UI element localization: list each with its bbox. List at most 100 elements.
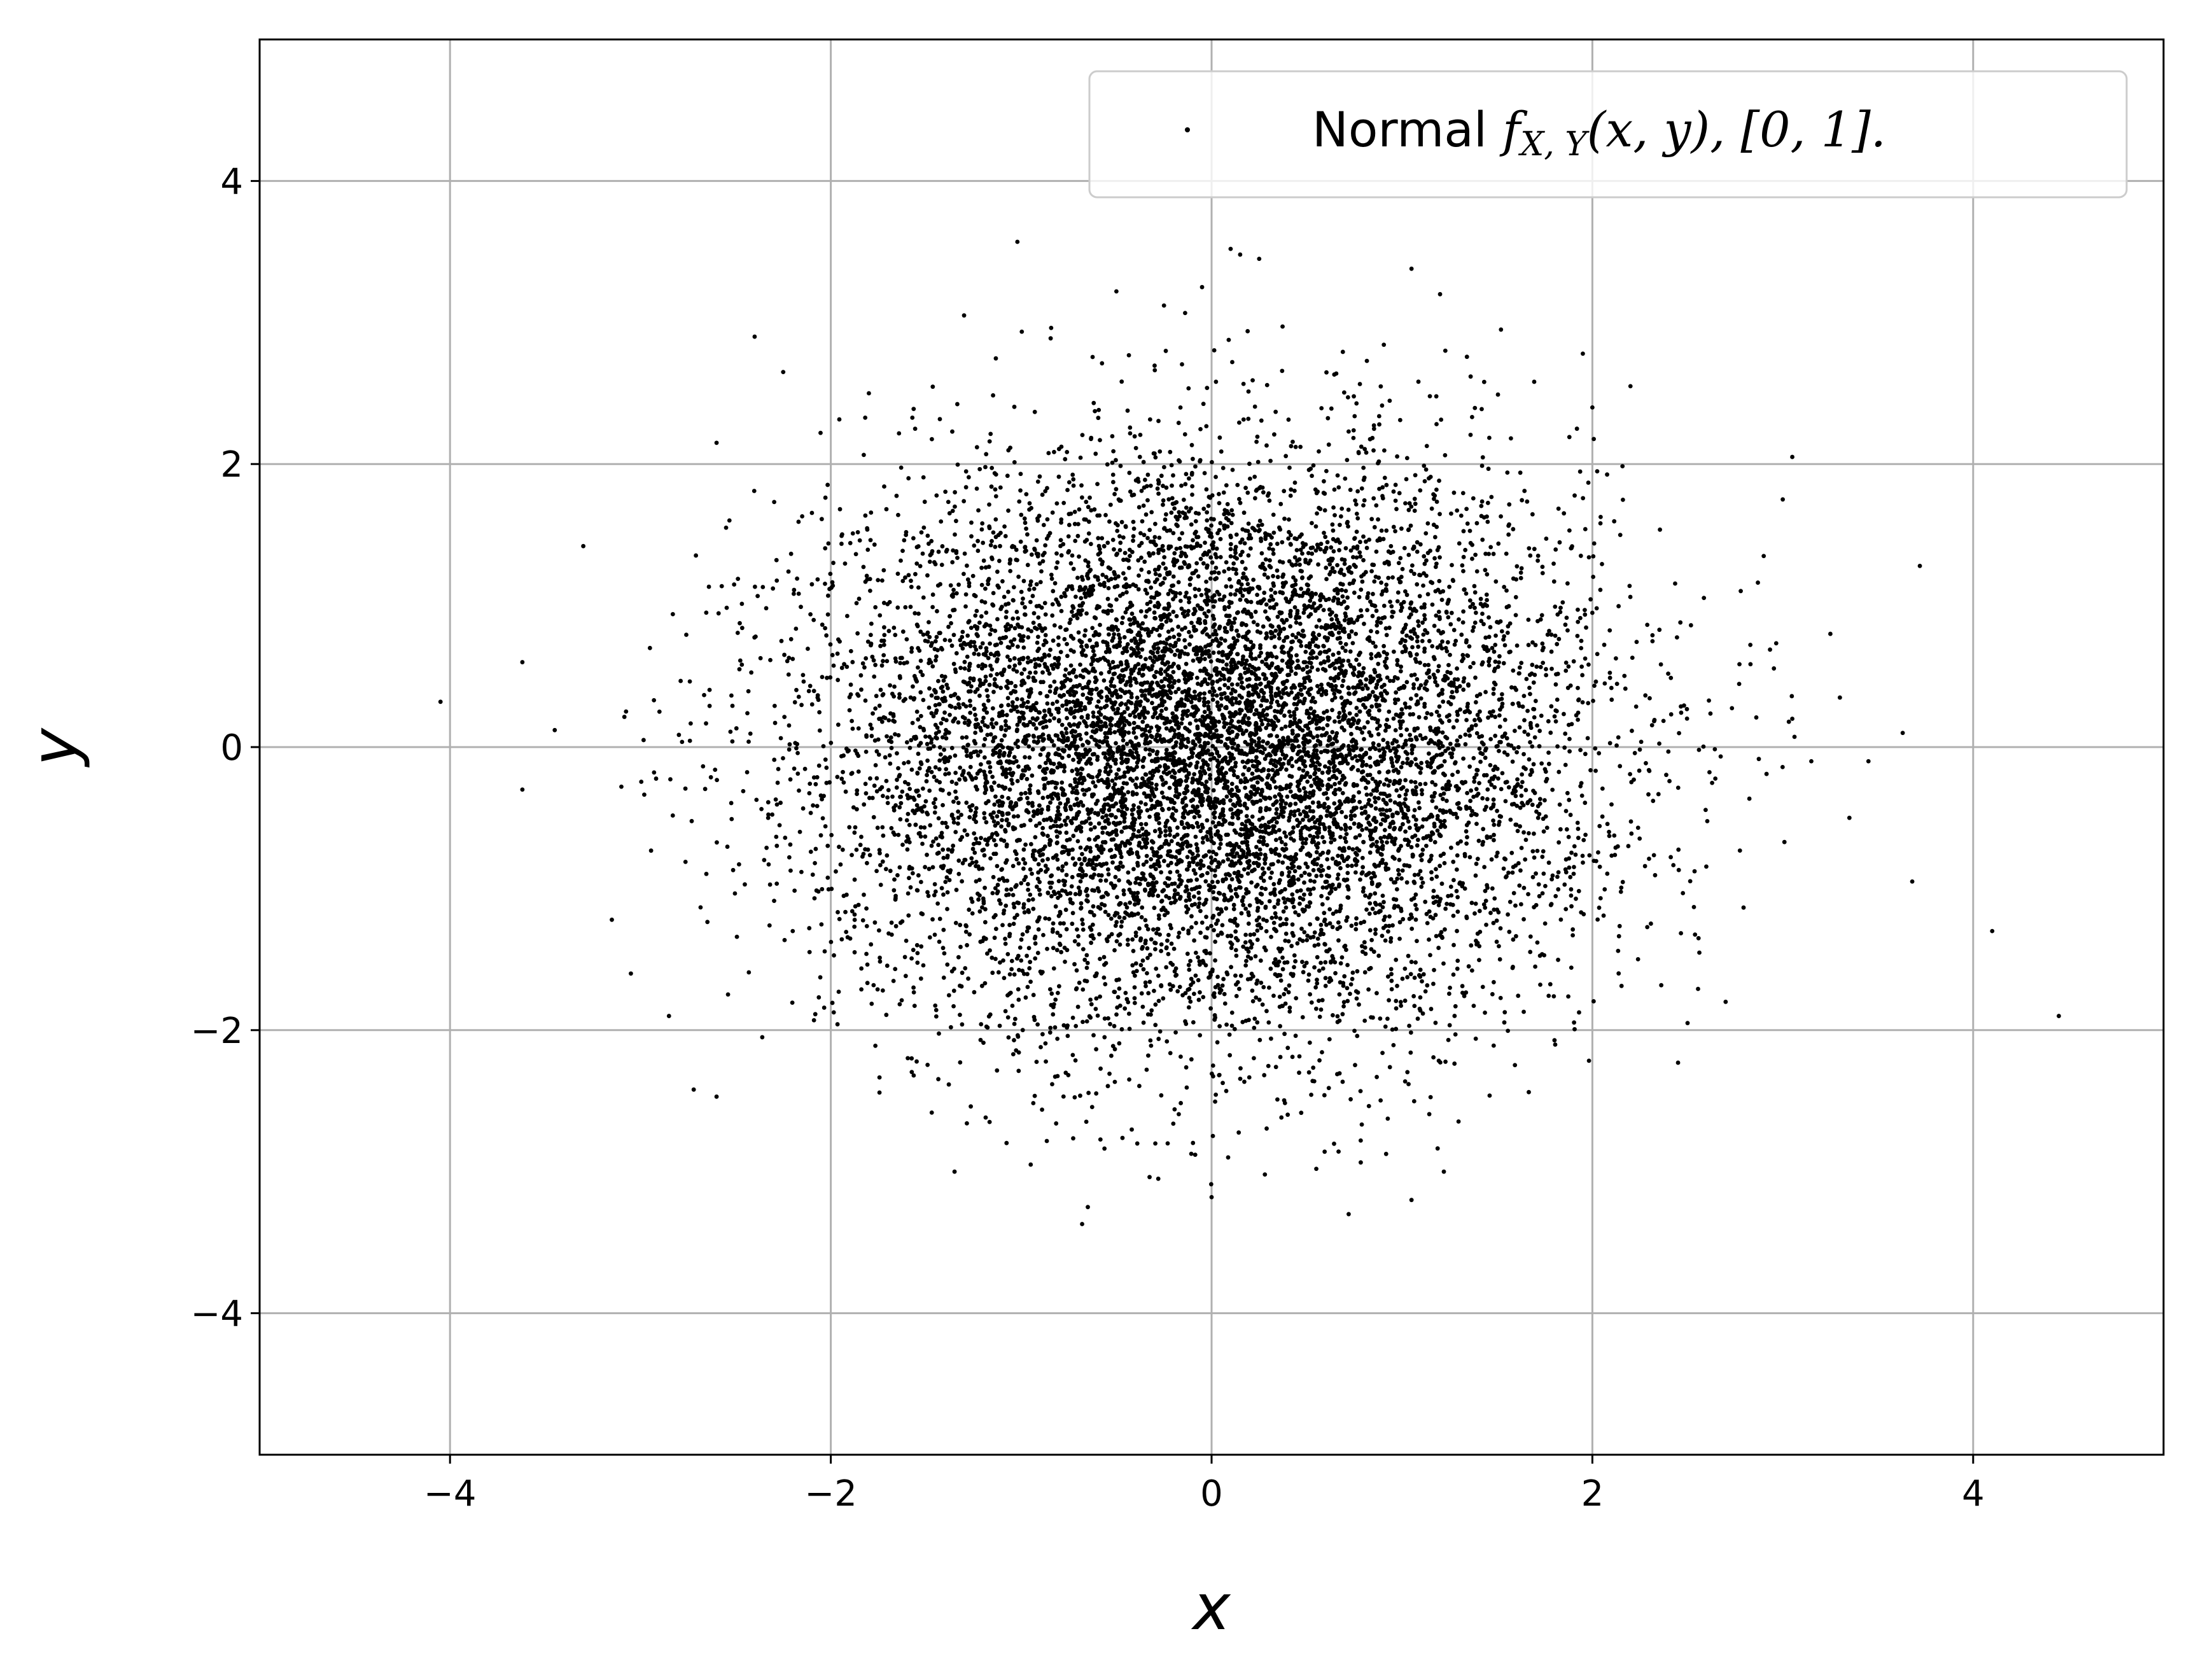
data-point: [1420, 792, 1424, 797]
data-point: [991, 874, 996, 879]
data-point: [1385, 1116, 1390, 1121]
data-point: [848, 648, 853, 654]
data-point: [1081, 743, 1085, 748]
data-point: [1210, 879, 1215, 885]
data-point: [1004, 602, 1008, 607]
data-point: [1537, 729, 1542, 733]
data-point: [1208, 951, 1212, 956]
data-point: [1287, 710, 1292, 714]
data-point: [973, 613, 978, 618]
data-point: [1359, 811, 1364, 816]
data-point: [911, 1073, 916, 1078]
data-point: [1266, 866, 1271, 871]
data-point: [758, 655, 763, 661]
data-point: [1086, 670, 1091, 675]
data-point: [1233, 935, 1238, 941]
data-point: [1601, 913, 1606, 918]
data-point: [736, 862, 741, 867]
data-point: [926, 542, 931, 546]
data-point: [988, 948, 992, 953]
data-point: [1410, 563, 1415, 568]
data-point: [1302, 680, 1307, 685]
data-point: [916, 585, 921, 590]
data-point: [963, 966, 968, 970]
data-point: [1136, 805, 1141, 810]
data-point: [1532, 735, 1537, 740]
data-point: [1532, 790, 1537, 795]
data-point: [1645, 622, 1650, 627]
data-point: [914, 710, 920, 714]
data-point: [1261, 713, 1266, 718]
data-point: [520, 787, 525, 792]
data-point: [1293, 1033, 1298, 1039]
data-point: [1061, 1094, 1066, 1099]
data-point: [1339, 955, 1345, 960]
data-point: [1325, 857, 1330, 862]
data-point: [1542, 921, 1548, 926]
data-point: [958, 766, 963, 770]
data-point: [1352, 667, 1357, 672]
data-point: [1540, 891, 1545, 896]
data-point: [714, 440, 719, 445]
data-point: [1637, 747, 1642, 752]
data-point: [862, 802, 867, 807]
data-point: [1241, 571, 1246, 576]
data-point: [1362, 737, 1366, 741]
data-point: [1374, 623, 1380, 628]
data-point: [1154, 931, 1159, 935]
data-point: [1088, 827, 1093, 832]
data-point: [916, 717, 921, 722]
data-point: [1240, 1019, 1245, 1025]
data-point: [796, 519, 801, 524]
data-point: [1348, 1097, 1353, 1102]
data-point: [1409, 743, 1415, 748]
data-point: [1435, 813, 1440, 818]
data-point: [1252, 404, 1257, 409]
data-point: [1917, 563, 1922, 568]
data-point: [1514, 564, 1520, 569]
data-point: [1014, 547, 1019, 552]
data-point: [1340, 1079, 1345, 1084]
data-point: [619, 784, 624, 789]
data-point: [1534, 871, 1538, 876]
data-point: [863, 579, 868, 584]
data-point: [880, 693, 885, 697]
data-point: [1025, 953, 1030, 958]
data-point: [1343, 839, 1348, 844]
data-point: [1293, 801, 1298, 806]
data-point: [1409, 612, 1413, 617]
data-point: [1322, 530, 1326, 535]
data-point: [991, 851, 997, 857]
data-point: [1380, 403, 1385, 408]
data-point: [1016, 967, 1021, 972]
data-point: [1395, 811, 1400, 816]
data-point: [965, 753, 969, 759]
data-point: [1491, 818, 1495, 823]
data-point: [875, 987, 880, 992]
data-point: [1281, 761, 1286, 766]
data-point: [1283, 921, 1289, 927]
data-point: [1201, 836, 1205, 841]
data-point: [1435, 828, 1440, 833]
data-point: [1429, 876, 1434, 881]
data-point: [1220, 666, 1226, 671]
data-point: [1263, 557, 1268, 562]
data-point: [1194, 821, 1199, 825]
data-point: [792, 587, 797, 592]
data-point: [1180, 733, 1185, 738]
data-point: [1456, 1119, 1461, 1124]
data-point: [965, 942, 969, 948]
data-point: [844, 613, 850, 619]
data-point: [1415, 639, 1420, 644]
data-point: [1491, 980, 1496, 984]
data-point: [1266, 985, 1271, 990]
data-point: [1103, 982, 1108, 986]
data-point: [1243, 963, 1248, 968]
data-point: [1171, 473, 1175, 478]
data-point: [1025, 972, 1030, 977]
data-point: [968, 676, 973, 681]
data-point: [1500, 771, 1505, 776]
data-point: [1196, 824, 1201, 829]
data-point: [1259, 650, 1264, 655]
data-point: [1160, 808, 1165, 813]
